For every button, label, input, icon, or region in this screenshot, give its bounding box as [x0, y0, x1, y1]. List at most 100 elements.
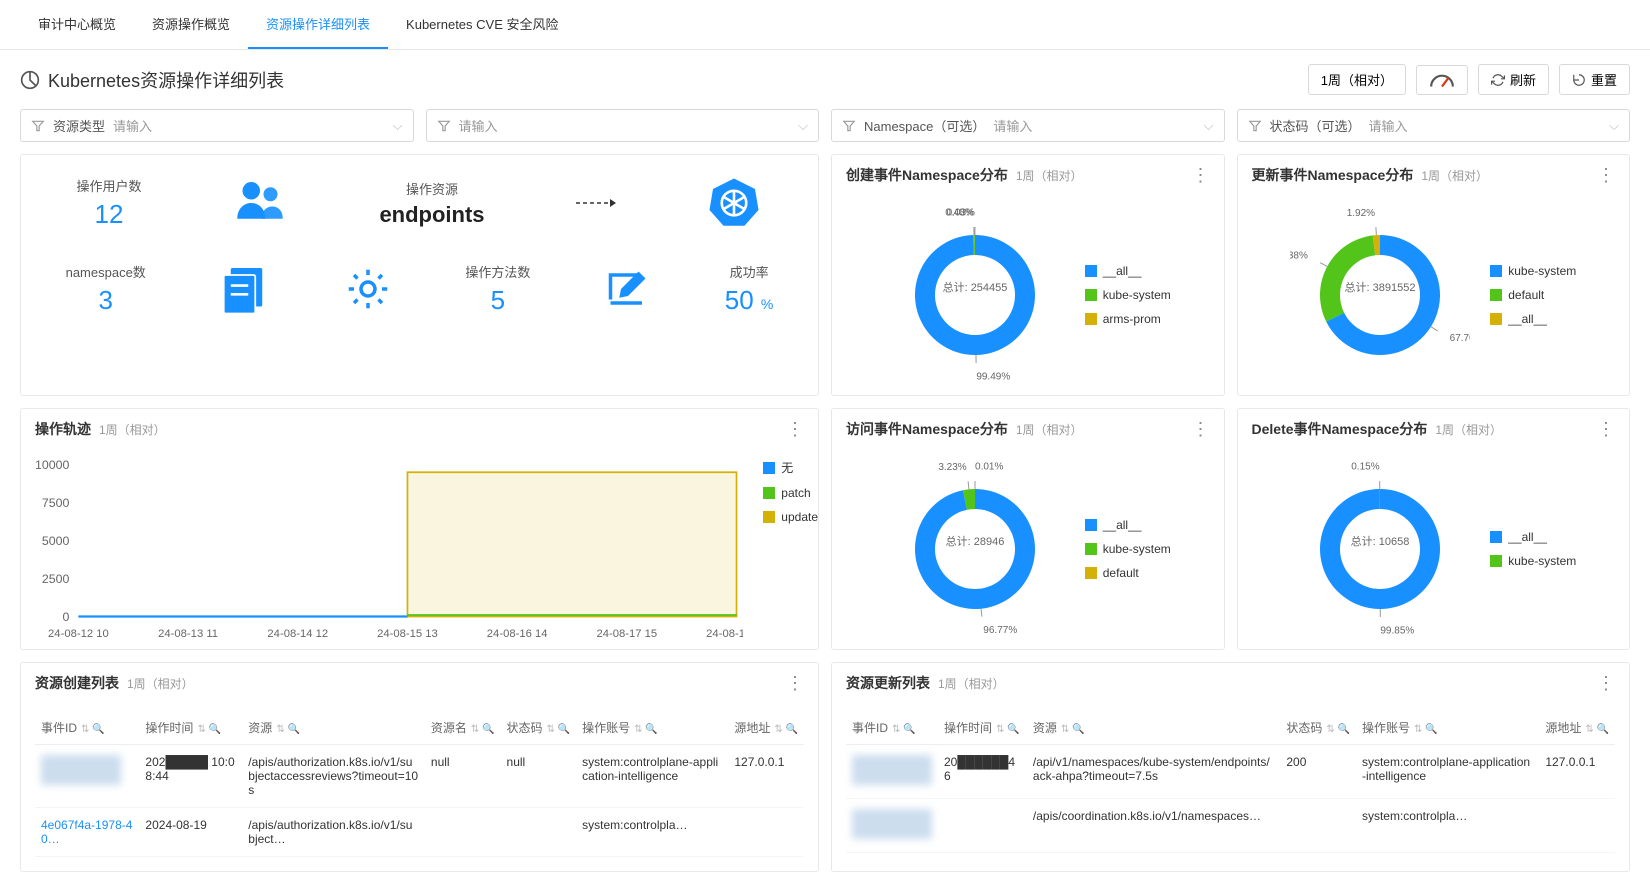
- table-header[interactable]: 操作账号⇅ 🔍: [1356, 711, 1539, 745]
- legend-item[interactable]: kube-system: [1490, 554, 1576, 568]
- legend-item[interactable]: kube-system: [1085, 542, 1171, 556]
- table-header[interactable]: 资源名⇅ 🔍: [425, 711, 501, 745]
- table-cell: null: [501, 745, 577, 808]
- svg-text:0: 0: [63, 610, 70, 624]
- table-header[interactable]: 操作账号⇅ 🔍: [576, 711, 728, 745]
- stat-users-label: 操作用户数: [76, 176, 141, 195]
- legend-item[interactable]: 无: [763, 459, 818, 476]
- table-row: 202█████ 10:08:44/apis/authorization.k8s…: [35, 745, 804, 808]
- refresh-icon: [1491, 73, 1505, 87]
- svg-text:24-08-15 13: 24-08-15 13: [377, 628, 438, 639]
- kubernetes-icon: [706, 175, 762, 231]
- table-cell: 127.0.0.1: [1539, 745, 1615, 799]
- page-title: Kubernetes资源操作详细列表: [48, 67, 284, 93]
- header-bar: Kubernetes资源操作详细列表 1周（相对） 刷新 重置: [0, 50, 1650, 109]
- svg-text:24-08-18 16: 24-08-18 16: [706, 628, 743, 639]
- time-range-button[interactable]: 1周（相对）: [1308, 64, 1406, 95]
- tab-resource-overview[interactable]: 资源操作概览: [134, 0, 248, 49]
- stat-methods-label: 操作方法数: [465, 262, 530, 281]
- line-legend: 无 patch update: [763, 459, 818, 639]
- legend-item[interactable]: default: [1085, 566, 1171, 580]
- more-icon[interactable]: ⋮: [786, 420, 804, 438]
- gauge-icon: [1429, 71, 1455, 89]
- filter-label: 资源类型: [53, 116, 105, 135]
- more-icon[interactable]: ⋮: [1192, 420, 1210, 438]
- more-icon[interactable]: ⋮: [1597, 420, 1615, 438]
- more-icon[interactable]: ⋮: [786, 674, 804, 692]
- legend-item[interactable]: patch: [763, 486, 818, 500]
- stat-success-unit: %: [761, 296, 773, 312]
- legend-item[interactable]: __all__: [1490, 312, 1576, 326]
- table-header[interactable]: 状态码⇅ 🔍: [501, 711, 577, 745]
- legend-item[interactable]: __all__: [1085, 264, 1171, 278]
- legend-item[interactable]: arms-prom: [1085, 312, 1171, 326]
- table-header[interactable]: 状态码⇅ 🔍: [1280, 711, 1356, 745]
- create-table-panel: 资源创建列表 1周（相对） ⋮ 事件ID⇅ 🔍操作时间⇅ 🔍资源⇅ 🔍资源名⇅ …: [20, 662, 819, 872]
- filter-namespace[interactable]: Namespace（可选） 请输入 ⌵: [831, 109, 1225, 142]
- svg-text:24-08-16 14: 24-08-16 14: [487, 628, 548, 639]
- legend-item[interactable]: kube-system: [1085, 288, 1171, 302]
- filters-row: 资源类型 请输入 ⌵ 请输入 ⌵ Namespace（可选） 请输入 ⌵ 状态码…: [0, 109, 1650, 154]
- table-cell: [728, 808, 804, 857]
- table-header[interactable]: 事件ID⇅ 🔍: [846, 711, 938, 745]
- more-icon[interactable]: ⋮: [1597, 166, 1615, 184]
- legend-item[interactable]: default: [1490, 288, 1576, 302]
- stat-methods-value: 5: [465, 285, 530, 316]
- legend-item[interactable]: kube-system: [1490, 264, 1576, 278]
- tab-cve-risk[interactable]: Kubernetes CVE 安全风险: [388, 0, 576, 49]
- refresh-button[interactable]: 刷新: [1478, 64, 1549, 95]
- tab-audit-overview[interactable]: 审计中心概览: [20, 0, 134, 49]
- table-header[interactable]: 操作时间⇅ 🔍: [139, 711, 242, 745]
- table-cell: 2024-08-19: [139, 808, 242, 857]
- filter-label: Namespace（可选）: [864, 116, 985, 135]
- table-header[interactable]: 事件ID⇅ 🔍: [35, 711, 139, 745]
- table-header[interactable]: 资源⇅ 🔍: [1027, 711, 1280, 745]
- update-table-panel: 资源更新列表 1周（相对） ⋮ 事件ID⇅ 🔍操作时间⇅ 🔍资源⇅ 🔍状态码⇅ …: [831, 662, 1630, 872]
- event-id-link[interactable]: 4e067f4a-1978-40…: [41, 818, 132, 846]
- table-cell: system:controlplane-application-intellig…: [1356, 745, 1539, 799]
- stat-namespace-value: 3: [66, 285, 146, 316]
- table-cell: system:controlpla…: [1356, 799, 1539, 853]
- chevron-down-icon: ⌵: [393, 118, 403, 134]
- update-donut-panel: 更新事件Namespace分布 1周（相对） ⋮ 67.70%30.38%1.9…: [1237, 154, 1631, 396]
- table-cell: 200: [1280, 745, 1356, 799]
- svg-text:5000: 5000: [42, 534, 70, 548]
- table-header[interactable]: 操作时间⇅ 🔍: [938, 711, 1027, 745]
- more-icon[interactable]: ⋮: [1192, 166, 1210, 184]
- table-cell: [938, 799, 1027, 853]
- create-legend: __all__ kube-system arms-prom: [1085, 264, 1171, 326]
- panel-title: 更新事件Namespace分布: [1252, 165, 1414, 185]
- panel-sub: 1周（相对）: [938, 675, 1005, 692]
- filter-label: 状态码（可选）: [1270, 116, 1361, 135]
- table-cell: 202█████ 10:08:44: [139, 745, 242, 808]
- filter-status-code[interactable]: 状态码（可选） 请输入 ⌵: [1237, 109, 1631, 142]
- legend-item[interactable]: __all__: [1085, 518, 1171, 532]
- delete-donut-panel: Delete事件Namespace分布 1周（相对） ⋮ 99.85%0.15%…: [1237, 408, 1631, 650]
- edit-icon: [600, 261, 656, 317]
- panel-title: 创建事件Namespace分布: [846, 165, 1008, 185]
- table-cell: system:controlplane-application-intellig…: [576, 745, 728, 808]
- line-chart: 10000750050002500024-08-12 1024-08-13 11…: [21, 459, 743, 639]
- update-donut-chart: 67.70%30.38%1.92%总计: 3891552: [1290, 205, 1470, 385]
- svg-text:3.23%: 3.23%: [938, 462, 966, 473]
- funnel-icon: [31, 119, 45, 133]
- reset-icon: [1572, 73, 1586, 87]
- filter-generic[interactable]: 请输入 ⌵: [426, 109, 820, 142]
- table-cell: /apis/coordination.k8s.io/v1/namespaces…: [1027, 799, 1280, 853]
- chevron-down-icon: ⌵: [1204, 118, 1214, 134]
- table-header[interactable]: 资源⇅ 🔍: [242, 711, 425, 745]
- legend-item[interactable]: update: [763, 510, 818, 524]
- svg-text:99.49%: 99.49%: [976, 372, 1010, 383]
- more-icon[interactable]: ⋮: [1597, 674, 1615, 692]
- tab-resource-detail[interactable]: 资源操作详细列表: [248, 0, 388, 49]
- table-cell: 127.0.0.1: [728, 745, 804, 808]
- filter-resource-type[interactable]: 资源类型 请输入 ⌵: [20, 109, 414, 142]
- reset-button[interactable]: 重置: [1559, 64, 1630, 95]
- gauge-button[interactable]: [1416, 65, 1468, 95]
- filter-placeholder: 请输入: [1369, 116, 1408, 135]
- table-header[interactable]: 源地址⇅ 🔍: [728, 711, 804, 745]
- table-row: /apis/coordination.k8s.io/v1/namespaces……: [846, 799, 1615, 853]
- svg-text:0.03%: 0.03%: [946, 208, 974, 219]
- legend-item[interactable]: __all__: [1490, 530, 1576, 544]
- table-header[interactable]: 源地址⇅ 🔍: [1539, 711, 1615, 745]
